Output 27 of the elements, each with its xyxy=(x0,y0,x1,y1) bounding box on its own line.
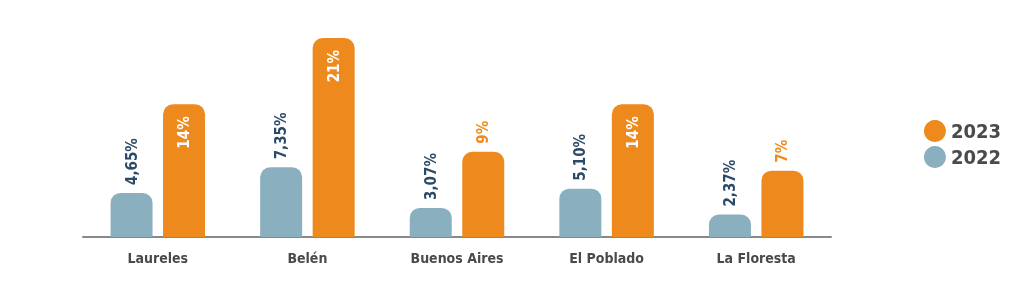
x-tick-label: Laureles xyxy=(127,250,189,266)
data-label: 7% xyxy=(773,139,792,163)
bar xyxy=(761,170,804,237)
x-tick-label: El Poblado xyxy=(569,250,645,266)
data-label: 14% xyxy=(623,115,642,149)
bar xyxy=(163,104,206,237)
bar xyxy=(312,38,355,237)
legend-label: 2022 xyxy=(950,145,1001,169)
bar xyxy=(462,151,505,237)
x-tick-label: Belén xyxy=(287,250,328,266)
data-label: 9% xyxy=(474,120,493,144)
legend-label: 2023 xyxy=(950,119,1001,143)
data-label: 4,65% xyxy=(122,137,141,185)
bar xyxy=(260,167,303,237)
data-label: 21% xyxy=(324,49,343,83)
data-label: 3,07% xyxy=(421,152,440,200)
bar xyxy=(611,104,654,237)
data-label: 7,35% xyxy=(272,112,291,160)
data-label: 5,10% xyxy=(571,133,590,181)
x-tick-label: Buenos Aires xyxy=(410,250,504,266)
data-label: 14% xyxy=(175,115,194,149)
bar xyxy=(110,192,153,237)
bar xyxy=(708,214,751,237)
bar xyxy=(559,188,602,237)
data-label: 2,37% xyxy=(720,159,739,207)
x-tick-label: La Floresta xyxy=(716,250,796,266)
bar xyxy=(409,207,452,237)
